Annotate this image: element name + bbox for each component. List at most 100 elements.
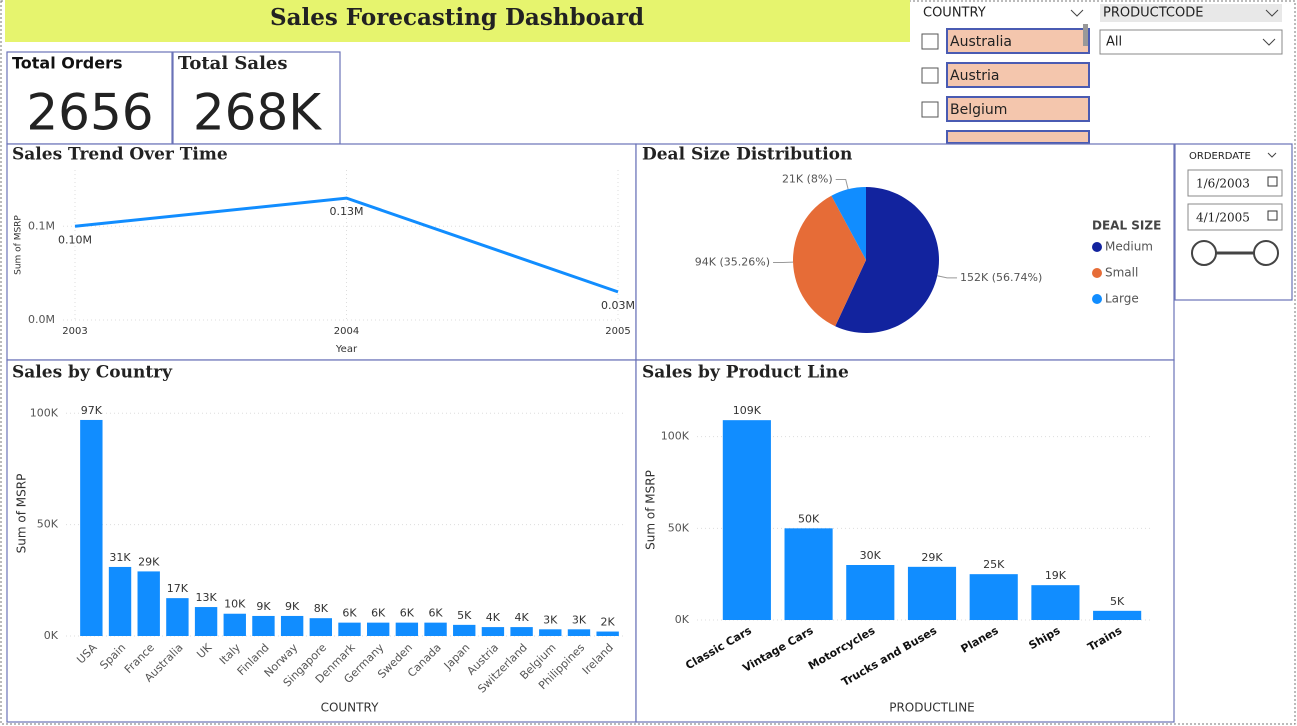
pie-slice [835, 187, 940, 333]
data-label: 9K [256, 600, 271, 613]
data-label: 4K [514, 611, 529, 624]
data-label: 30K [860, 549, 882, 562]
bar [80, 419, 103, 636]
checkbox[interactable] [921, 33, 939, 50]
checkbox[interactable] [921, 101, 939, 118]
chart-title: Sales by Country [12, 363, 173, 383]
data-label: 9K [285, 600, 300, 613]
calendar-icon[interactable] [1267, 210, 1278, 221]
chevron[interactable] [1262, 38, 1276, 46]
x-axis-title: PRODUCTLINE [889, 701, 975, 715]
data-label: 25K [983, 558, 1005, 571]
legend-title: DEAL SIZE [1092, 219, 1161, 233]
legend-marker [1092, 268, 1102, 278]
y-axis-title: Sum of MSRP [644, 470, 658, 550]
chart-title: Sales Trend Over Time [12, 145, 228, 165]
checkbox[interactable] [921, 67, 939, 84]
chevron[interactable] [1265, 9, 1279, 17]
bar [223, 613, 246, 636]
y-tick-label: 100K [30, 406, 59, 419]
pie-slice [793, 195, 866, 327]
data-label: 0.10M [58, 233, 92, 246]
chevron[interactable] [1070, 9, 1084, 17]
slicer-label: ORDERDATE [1189, 151, 1251, 162]
dashboard-title: Sales Forecasting Dashboard [270, 4, 644, 31]
slicer-option[interactable] [946, 130, 1090, 144]
chart-title: Deal Size Distribution [642, 145, 852, 165]
bar [846, 565, 895, 620]
slicer-option[interactable] [946, 28, 1090, 54]
bar [1093, 610, 1142, 620]
bar [722, 420, 771, 620]
slicer-option[interactable] [946, 62, 1090, 88]
leader-line [835, 179, 849, 190]
slicer-label: PRODUCTCODE [1103, 6, 1203, 21]
scrollbar[interactable] [1083, 24, 1088, 46]
x-axis-title: Year [335, 344, 358, 355]
data-label: 109K [733, 404, 762, 417]
panel [635, 359, 1175, 723]
calendar-icon[interactable] [1267, 176, 1278, 187]
data-label: 31K [109, 551, 131, 564]
date-input[interactable] [1187, 203, 1283, 231]
y-tick-label: 50K [37, 518, 59, 531]
y-tick-label: 100K [661, 430, 690, 443]
panel [6, 359, 637, 723]
y-tick-label: 0K [44, 629, 59, 642]
data-label: 5K [457, 609, 472, 622]
bar [395, 622, 419, 636]
x-tick-label: 2005 [605, 326, 630, 337]
pie-slice [831, 187, 866, 260]
card-value: 2656 [26, 84, 153, 142]
data-label: 19K [1045, 569, 1067, 582]
data-label: 29K [138, 555, 160, 568]
bar [252, 615, 275, 636]
bar [194, 607, 218, 636]
slider-handle[interactable] [1191, 240, 1217, 266]
legend-label: Medium [1105, 240, 1153, 254]
y-tick-label: 0.1M [28, 219, 55, 232]
data-label: 17K [167, 582, 189, 595]
data-label: 2K [601, 616, 616, 629]
date-start: 1/6/2003 [1196, 177, 1250, 191]
data-label: 6K [428, 607, 443, 620]
bar [567, 629, 591, 636]
slicer-option[interactable] [946, 96, 1090, 122]
bar [481, 627, 505, 636]
y-axis-title: Sum of MSRP [14, 215, 24, 275]
panel [6, 143, 637, 361]
bar [309, 618, 333, 636]
data-label: 5K [1110, 595, 1125, 608]
x-tick-label: 2004 [334, 326, 359, 337]
chart-title: Sales by Product Line [642, 363, 849, 383]
legend-label: Small [1105, 266, 1138, 280]
x-tick-label: 2003 [62, 326, 87, 337]
bar [596, 631, 619, 636]
card-label: Total Sales [178, 53, 288, 74]
data-label: 94K (35.26%) [695, 255, 770, 268]
bar [166, 598, 189, 636]
data-label: 3K [543, 613, 558, 626]
slicer-label: COUNTRY [923, 6, 986, 21]
y-tick-label: 0.0M [28, 313, 55, 326]
date-input[interactable] [1187, 169, 1283, 197]
slicer-header [1100, 4, 1282, 22]
data-label: 3K [572, 613, 587, 626]
bar [424, 622, 447, 636]
bar [1031, 585, 1080, 620]
bar [338, 622, 361, 636]
card [172, 51, 341, 145]
dropdown[interactable] [1099, 29, 1283, 55]
bar [539, 629, 562, 636]
dropdown-value: All [1106, 35, 1122, 50]
data-label: 4K [486, 611, 501, 624]
y-axis-title: Sum of MSRP [15, 474, 29, 554]
bar [280, 615, 304, 636]
legend-marker [1092, 242, 1102, 252]
option-label: Australia [950, 34, 1012, 50]
slider-handle[interactable] [1253, 240, 1279, 266]
bar [108, 566, 132, 636]
chevron[interactable] [1267, 152, 1277, 158]
